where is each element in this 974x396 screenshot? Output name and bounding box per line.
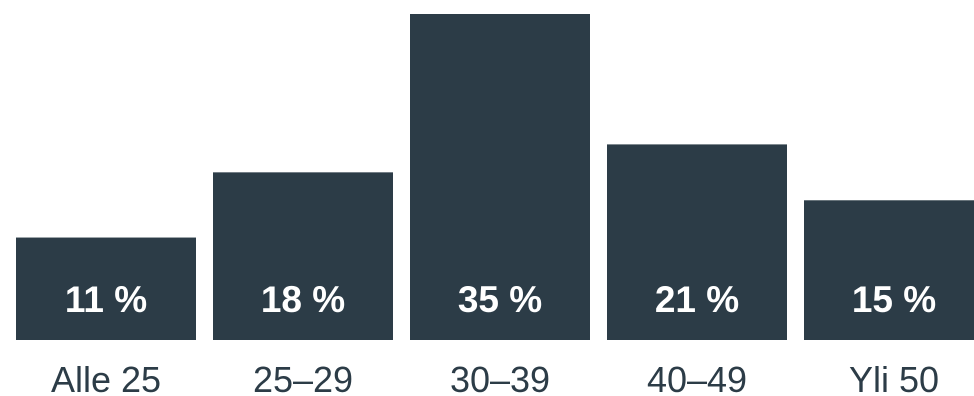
bar-value-label-4: 15 % — [852, 279, 936, 320]
bars-layer — [16, 14, 974, 340]
bar-3 — [607, 144, 787, 340]
bar-0 — [16, 237, 196, 340]
category-labels-layer: Alle 25 25–29 30–39 40–49 Yli 50 — [51, 359, 939, 396]
bar-1 — [213, 172, 393, 340]
category-label-1: 25–29 — [253, 359, 353, 396]
category-label-3: 40–49 — [647, 359, 747, 396]
bar-4 — [804, 200, 974, 340]
bar-2 — [410, 14, 590, 340]
category-label-0: Alle 25 — [51, 359, 161, 396]
bar-value-label-3: 21 % — [655, 279, 739, 320]
value-labels-layer: 11 % 18 % 35 % 21 % 15 % — [65, 279, 936, 320]
category-label-2: 30–39 — [450, 359, 550, 396]
category-label-4: Yli 50 — [849, 359, 939, 396]
bar-value-label-1: 18 % — [261, 279, 345, 320]
bar-value-label-0: 11 % — [65, 279, 147, 320]
bar-value-label-2: 35 % — [458, 279, 542, 320]
